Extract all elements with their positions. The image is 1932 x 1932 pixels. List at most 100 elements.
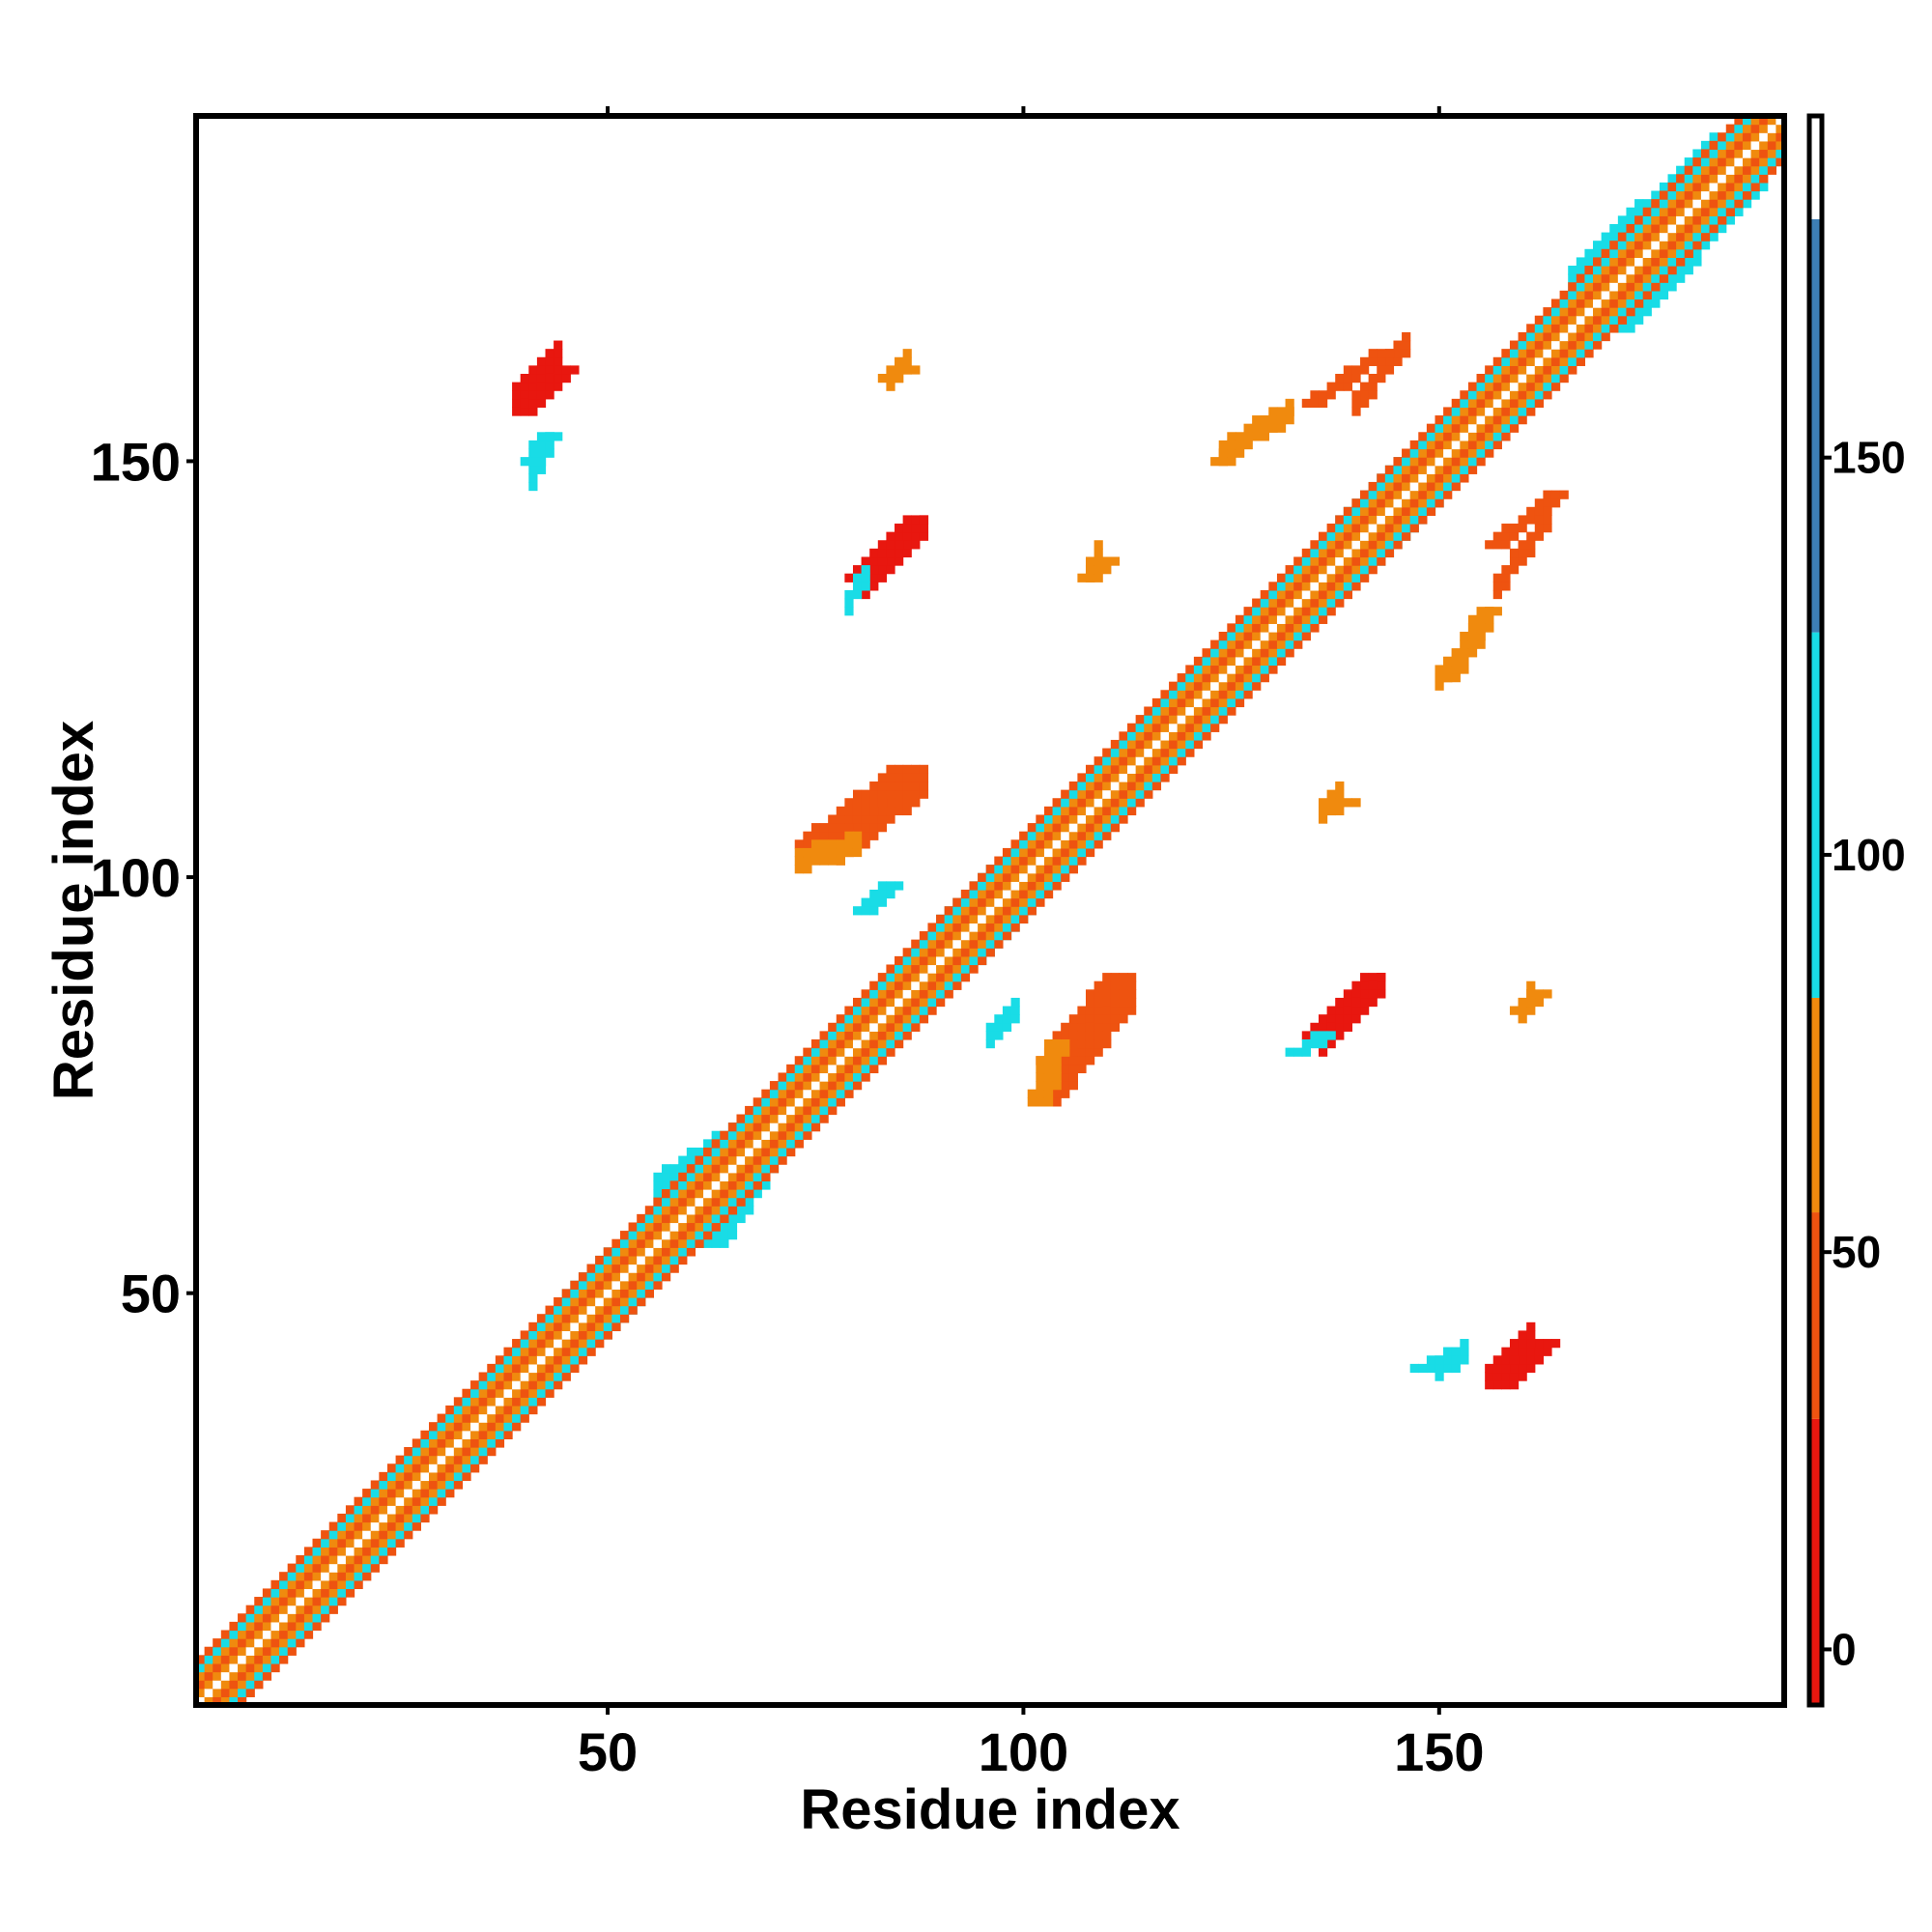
heatmap-cell (1485, 423, 1494, 433)
heatmap-cell (287, 1638, 297, 1648)
heatmap-cell (404, 1447, 413, 1457)
heatmap-cell (1185, 739, 1195, 750)
heatmap-cell (362, 1530, 372, 1540)
heatmap-cell (1343, 1022, 1353, 1032)
heatmap-cell (936, 914, 946, 924)
heatmap-cell (270, 1655, 280, 1664)
heatmap-cell (1335, 1031, 1345, 1040)
heatmap-cell (810, 1114, 821, 1123)
heatmap-cell (412, 1505, 421, 1515)
heatmap-cell (1443, 1355, 1453, 1365)
heatmap-cell (1700, 174, 1711, 184)
heatmap-cell (1160, 715, 1170, 724)
heatmap-cell (1476, 457, 1486, 467)
heatmap-cell (1676, 273, 1686, 283)
heatmap-cell (852, 1014, 863, 1024)
heatmap-cell (1501, 365, 1511, 375)
heatmap-cell (869, 906, 879, 916)
heatmap-cell (1451, 448, 1461, 458)
heatmap-cell (303, 1621, 314, 1632)
heatmap-cell (453, 1463, 464, 1473)
heatmap-cell (412, 1447, 421, 1457)
heatmap-cell (1043, 806, 1054, 816)
heatmap-cell (545, 365, 554, 375)
heatmap-cell (303, 1554, 314, 1565)
heatmap-cell (536, 1347, 547, 1356)
heatmap-cell (836, 814, 845, 824)
heatmap-cell (1509, 356, 1520, 366)
heatmap-cell (395, 1513, 405, 1523)
heatmap-cell (869, 565, 879, 575)
colorbar-band (1809, 1418, 1822, 1705)
heatmap-cell (1368, 531, 1378, 541)
heatmap-cell (220, 1680, 231, 1690)
heatmap-cell (528, 365, 538, 375)
heatmap-cell (1626, 266, 1635, 275)
heatmap-cell (662, 1213, 671, 1224)
heatmap-cell (836, 847, 845, 858)
heatmap-cell (1335, 789, 1345, 799)
heatmap-cell (287, 1579, 297, 1590)
heatmap-cell (844, 847, 854, 858)
heatmap-cell (1467, 382, 1478, 391)
heatmap-cell (1467, 432, 1478, 441)
heatmap-cell (321, 1588, 330, 1598)
heatmap-cell (1402, 490, 1411, 499)
heatmap-cell (1061, 847, 1070, 858)
heatmap-cell (745, 1105, 754, 1116)
heatmap-cell (312, 1579, 322, 1590)
heatmap-cell (810, 839, 821, 849)
heatmap-cell (1426, 448, 1436, 458)
heatmap-cell (561, 1347, 571, 1356)
heatmap-cell (861, 589, 870, 600)
heatmap-cell (819, 1097, 829, 1107)
heatmap-cell (1160, 739, 1170, 750)
heatmap-cell (786, 1072, 796, 1082)
heatmap-cell (1061, 798, 1070, 808)
heatmap-cell (895, 781, 904, 791)
heatmap-cell (1052, 1072, 1062, 1082)
heatmap-cell (1534, 315, 1544, 325)
heatmap-cell (1700, 165, 1711, 175)
heatmap-cell (528, 390, 538, 400)
heatmap-cell (296, 1572, 305, 1581)
heatmap-cell (362, 1547, 372, 1556)
heatmap-cell (678, 1164, 688, 1174)
heatmap-cell (1418, 515, 1428, 525)
heatmap-cell (1243, 681, 1253, 691)
heatmap-cell (1384, 356, 1395, 366)
heatmap-cell (711, 1172, 721, 1182)
heatmap-cell (877, 889, 888, 899)
heatmap-cell (1559, 307, 1569, 317)
heatmap-cell (1351, 989, 1361, 999)
heatmap-cell (453, 1438, 464, 1448)
heatmap-cell (1601, 282, 1610, 292)
heatmap-cell (644, 1238, 655, 1248)
heatmap-cell (1460, 665, 1469, 674)
heatmap-cell (545, 1339, 554, 1349)
heatmap-cell (819, 839, 829, 849)
heatmap-cell (828, 1056, 838, 1065)
heatmap-cell (1409, 498, 1419, 508)
colorbar-band (1809, 632, 1822, 998)
heatmap-cell (303, 1563, 314, 1573)
heatmap-cell (1151, 715, 1162, 724)
heatmap-cell (1601, 241, 1610, 250)
heatmap-cell (1343, 556, 1353, 566)
heatmap-cell (644, 1264, 655, 1273)
heatmap-cell (1019, 881, 1029, 891)
heatmap-cell (1485, 623, 1494, 633)
heatmap-cell (345, 1521, 355, 1531)
heatmap-cell (711, 1180, 721, 1190)
heatmap-cell (495, 1397, 505, 1406)
heatmap-cell (662, 1172, 671, 1182)
heatmap-cell (1052, 1081, 1062, 1091)
heatmap-cell (1718, 207, 1727, 216)
heatmap-cell (753, 1155, 762, 1165)
heatmap-cell (1085, 565, 1095, 575)
heatmap-cell (586, 1296, 596, 1307)
heatmap-cell (238, 1646, 247, 1656)
heatmap-cell (628, 1280, 638, 1290)
heatmap-cell (1010, 897, 1020, 907)
heatmap-cell (1077, 1014, 1087, 1024)
